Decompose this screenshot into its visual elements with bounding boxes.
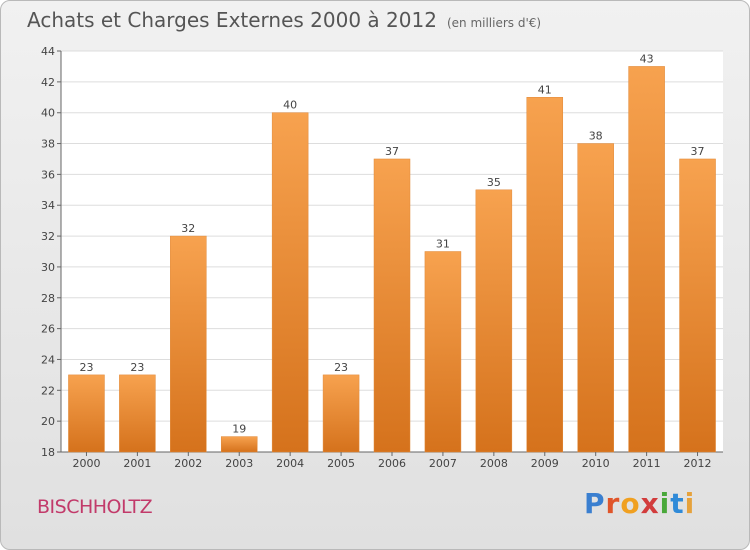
y-tick-label: 44 <box>41 45 55 58</box>
x-tick-label: 2008 <box>480 457 508 470</box>
bar-value-label: 37 <box>385 145 399 158</box>
x-tick-label: 2006 <box>378 457 406 470</box>
y-tick-label: 26 <box>41 323 55 336</box>
y-tick-label: 36 <box>41 168 55 181</box>
bar-value-label: 35 <box>487 176 501 189</box>
x-tick-label: 2007 <box>429 457 457 470</box>
bar-value-label: 19 <box>232 423 246 436</box>
y-tick-label: 40 <box>41 107 55 120</box>
bar <box>679 158 716 453</box>
bar <box>628 66 665 453</box>
y-tick-label: 38 <box>41 138 55 151</box>
bar <box>170 235 207 453</box>
bar <box>68 374 105 453</box>
bar <box>424 251 462 453</box>
bar <box>577 143 614 453</box>
x-tick-label: 2002 <box>174 457 202 470</box>
bar-value-label: 31 <box>436 238 450 251</box>
y-tick-label: 34 <box>41 199 55 212</box>
bar <box>119 374 156 453</box>
bar-value-label: 43 <box>640 52 654 65</box>
bar-value-label: 23 <box>334 361 348 374</box>
x-tick-label: 2012 <box>684 457 712 470</box>
bar <box>271 112 309 453</box>
y-tick-label: 32 <box>41 230 55 243</box>
bar <box>475 189 513 453</box>
location-name: BISCHHOLTZ <box>37 496 153 518</box>
x-tick-label: 2004 <box>276 457 304 470</box>
chart-title: Achats et Charges Externes 2000 à 2012 (e… <box>27 8 541 32</box>
logo-letter: i <box>684 487 696 520</box>
x-tick-label: 2011 <box>633 457 661 470</box>
bar <box>373 158 411 453</box>
y-tick-label: 18 <box>41 446 55 459</box>
y-tick-label: 22 <box>41 384 55 397</box>
logo-letter: o <box>620 487 641 520</box>
bar-value-label: 40 <box>283 99 297 112</box>
bar-value-label: 32 <box>181 222 195 235</box>
y-tick-label: 24 <box>41 353 55 366</box>
y-tick-label: 42 <box>41 76 55 89</box>
y-tick-label: 30 <box>41 261 55 274</box>
bar-value-label: 41 <box>538 83 552 96</box>
x-tick-label: 2005 <box>327 457 355 470</box>
proxiti-logo: Proxiti <box>584 487 695 520</box>
bar-value-label: 37 <box>691 145 705 158</box>
y-tick-label: 28 <box>41 292 55 305</box>
logo-letter: t <box>670 487 685 520</box>
bar <box>526 97 564 453</box>
x-tick-label: 2001 <box>123 457 151 470</box>
logo-letter: P <box>584 487 606 520</box>
x-tick-label: 2003 <box>225 457 253 470</box>
x-tick-label: 2000 <box>72 457 100 470</box>
x-tick-label: 2009 <box>531 457 559 470</box>
logo-letter: i <box>659 487 671 520</box>
logo-letter: r <box>605 487 621 520</box>
chart-title-text: Achats et Charges Externes 2000 à 2012 <box>27 8 437 32</box>
bar-value-label: 23 <box>130 361 144 374</box>
logo-letter: x <box>640 487 660 520</box>
bar-value-label: 38 <box>589 130 603 143</box>
x-tick-label: 2010 <box>582 457 610 470</box>
bar <box>220 436 258 453</box>
chart-subtitle: (en milliers d'€) <box>446 16 542 30</box>
y-tick-label: 20 <box>41 415 55 428</box>
bar <box>322 374 360 453</box>
bar-value-label: 23 <box>79 361 93 374</box>
